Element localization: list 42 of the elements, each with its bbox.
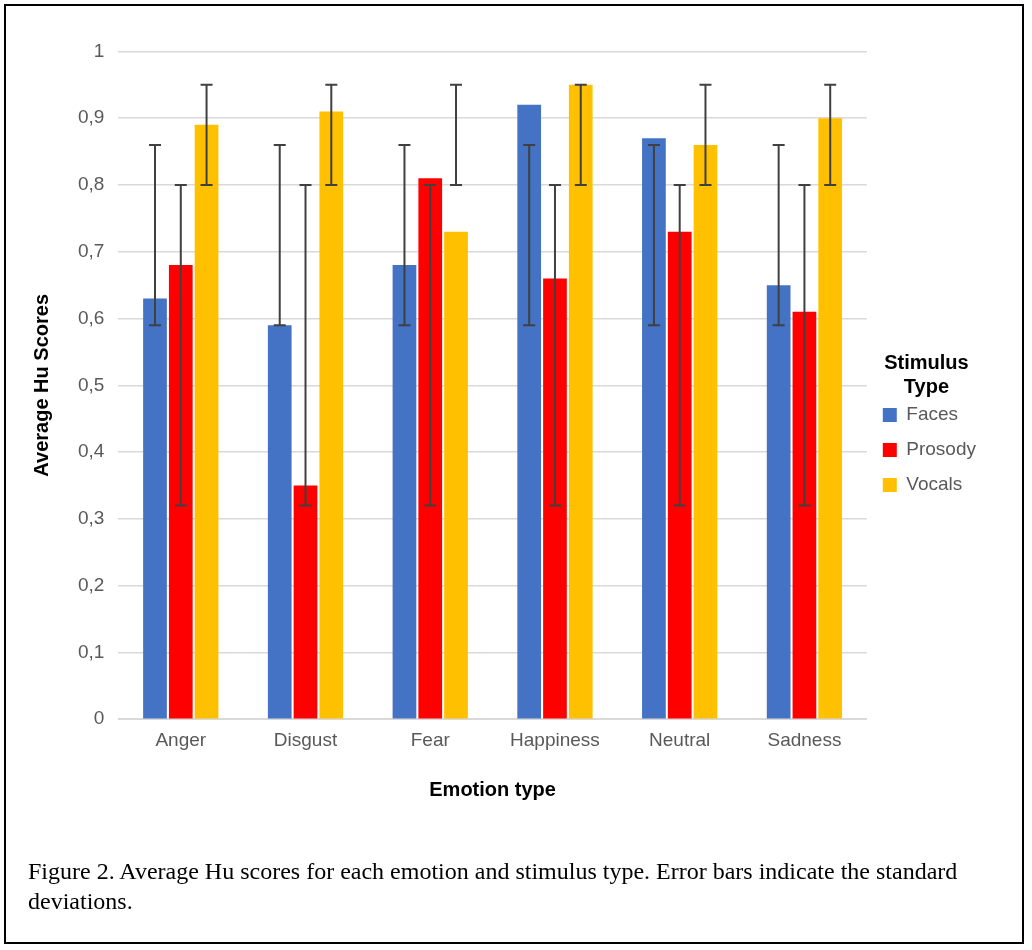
- bar: [194, 124, 219, 719]
- y-tick-label: 0,6: [77, 306, 105, 328]
- x-tick-label: Fear: [410, 728, 451, 750]
- bar: [143, 298, 167, 719]
- y-tick-label: 0,9: [77, 106, 105, 128]
- y-tick-label: 0,3: [77, 507, 105, 529]
- y-tick-label: 0,4: [77, 440, 105, 462]
- x-tick-label: Sadness: [767, 728, 842, 750]
- x-tick-label: Happiness: [510, 728, 600, 750]
- bar: [293, 485, 318, 719]
- bar: [693, 144, 718, 719]
- bar: [568, 84, 593, 719]
- bar: [444, 231, 468, 719]
- bar: [642, 138, 666, 719]
- bar: [392, 265, 417, 719]
- legend-label: Vocals: [906, 473, 963, 495]
- y-tick-label: 0,2: [77, 573, 105, 595]
- legend-title: Stimulus Type: [884, 351, 969, 398]
- legend-label: Prosody: [906, 438, 977, 460]
- y-tick-label: 0,7: [77, 239, 105, 261]
- x-tick-label: Neutral: [649, 728, 711, 750]
- bar: [543, 278, 567, 719]
- y-tick-label: 0,5: [77, 373, 105, 395]
- y-tick-label: 1: [93, 39, 105, 61]
- bar: [792, 311, 817, 719]
- bar: [418, 178, 443, 719]
- legend-label: Faces: [906, 403, 959, 425]
- bar: [766, 285, 791, 719]
- y-axis-title: Average Hu Scores: [29, 293, 52, 477]
- bar: [667, 231, 692, 719]
- caption: Figure 2. Average Hu scores for each emotion and stimulus type. Error bars indicate the standard deviations.: [28, 857, 959, 916]
- bar: [267, 325, 292, 719]
- y-tick-label: 0: [93, 707, 105, 729]
- x-axis-title: Emotion type: [429, 777, 556, 800]
- bar: [517, 104, 542, 719]
- bar: [319, 111, 344, 719]
- bar: [818, 118, 843, 719]
- bar: [168, 265, 193, 719]
- y-tick-label: 0,1: [77, 640, 105, 662]
- x-tick-label: Anger: [155, 728, 207, 750]
- x-tick-label: Disgust: [273, 728, 338, 750]
- y-tick-label: 0,8: [77, 173, 105, 195]
